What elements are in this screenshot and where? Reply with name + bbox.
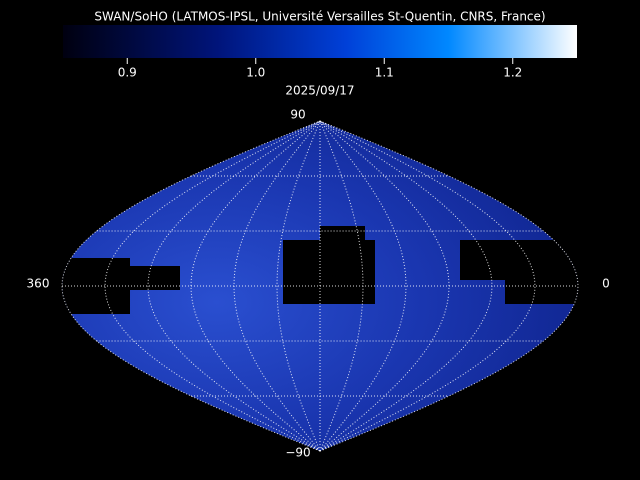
grid [61,120,579,452]
tick-label: 0.9 [118,66,137,80]
gap [505,280,578,304]
left-label: 360 [27,277,50,291]
meridian [276,120,321,452]
meridian [319,120,450,452]
title: SWAN/SoHO (LATMOS-IPSL, Université Versa… [94,10,545,24]
tick-label: 1.0 [246,66,265,80]
data-gaps [62,226,578,314]
bottom-label: −90 [285,446,310,460]
meridian [190,120,321,452]
tick-label: 1.1 [375,66,394,80]
gap [283,240,375,304]
date: 2025/09/17 [285,84,354,98]
top-label: 90 [290,108,305,122]
right-label: 0 [602,277,610,291]
meridian [319,120,536,452]
sky-map [61,120,579,452]
colorbar [63,25,577,58]
tick-label: 1.2 [503,66,522,80]
